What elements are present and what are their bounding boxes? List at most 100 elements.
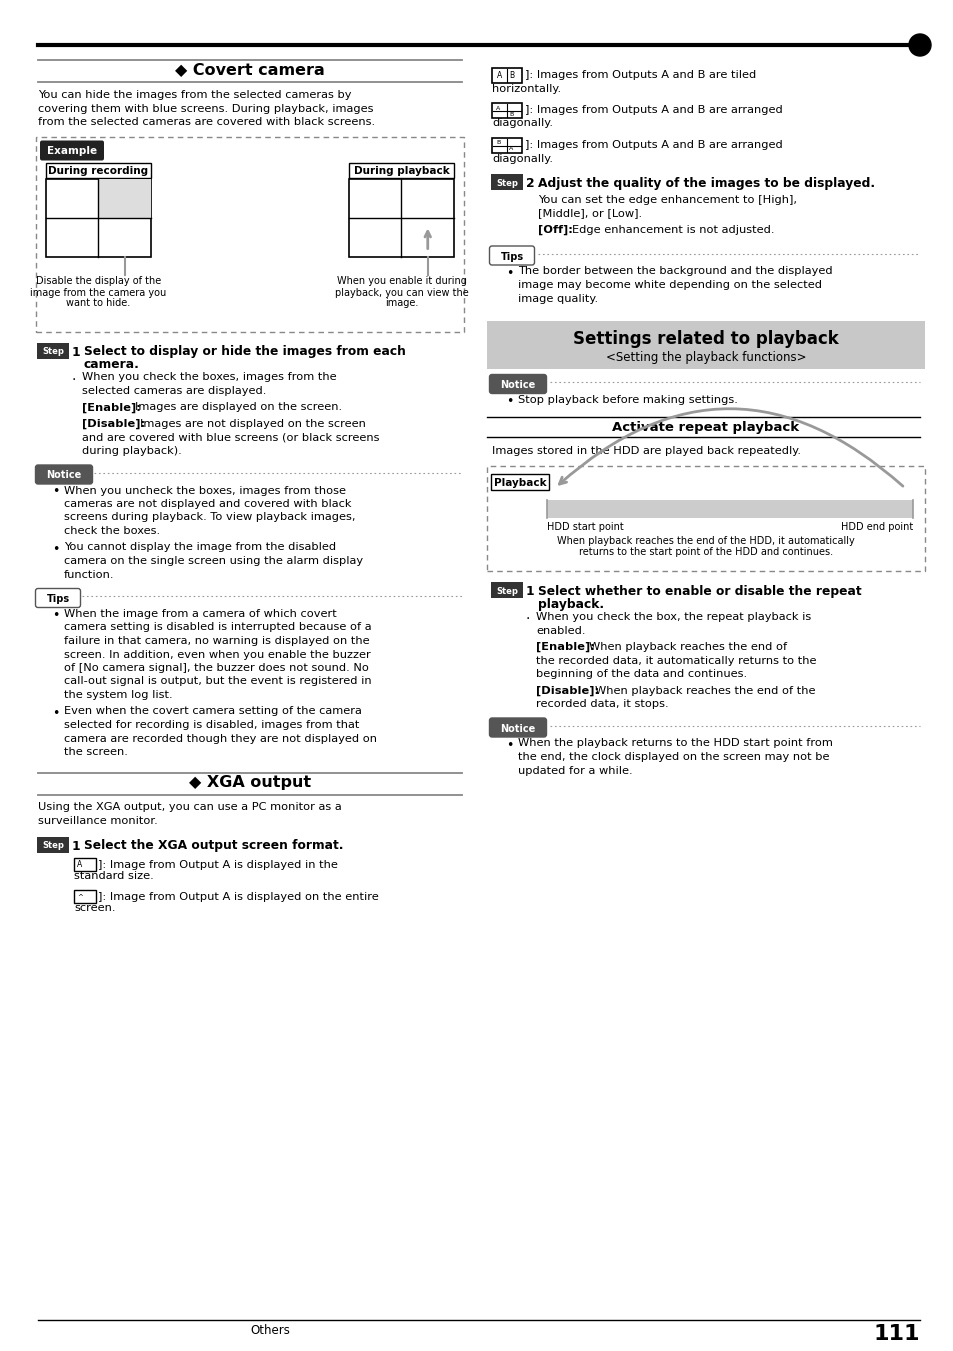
Text: selected cameras are displayed.: selected cameras are displayed.: [82, 386, 266, 396]
Text: 1: 1: [71, 346, 81, 358]
Text: [Enable]:: [Enable]:: [82, 403, 141, 413]
Text: Disable the display of the: Disable the display of the: [36, 277, 161, 286]
FancyBboxPatch shape: [492, 103, 521, 118]
Text: Step: Step: [496, 586, 517, 596]
Text: •: •: [52, 485, 60, 499]
FancyBboxPatch shape: [486, 322, 924, 369]
Text: ·: ·: [71, 373, 76, 386]
Text: When the image from a camera of which covert: When the image from a camera of which co…: [64, 609, 336, 619]
Text: When you uncheck the boxes, images from those: When you uncheck the boxes, images from …: [64, 485, 346, 496]
Text: Settings related to playback: Settings related to playback: [573, 330, 838, 349]
Text: Select whether to enable or disable the repeat: Select whether to enable or disable the …: [537, 585, 861, 598]
FancyBboxPatch shape: [36, 136, 463, 331]
Text: [Disable]:: [Disable]:: [536, 685, 598, 696]
Text: HDD start point: HDD start point: [546, 521, 623, 532]
Text: You can set the edge enhancement to [High],: You can set the edge enhancement to [Hig…: [537, 195, 796, 205]
Text: B: B: [496, 141, 499, 146]
Text: Step: Step: [496, 178, 517, 188]
FancyBboxPatch shape: [35, 589, 80, 608]
Circle shape: [908, 34, 930, 55]
Text: the end, the clock displayed on the screen may not be: the end, the clock displayed on the scre…: [517, 753, 828, 762]
FancyBboxPatch shape: [40, 141, 104, 161]
FancyBboxPatch shape: [349, 162, 454, 177]
Text: image.: image.: [384, 299, 417, 308]
Text: A: A: [509, 146, 513, 151]
Text: Example: Example: [47, 146, 97, 157]
Text: ]: Images from Outputs A and B are arranged: ]: Images from Outputs A and B are arran…: [524, 141, 781, 150]
Text: camera on the single screen using the alarm display: camera on the single screen using the al…: [64, 557, 363, 566]
Text: image may become white depending on the selected: image may become white depending on the …: [517, 280, 821, 290]
Text: cameras are not displayed and covered with black: cameras are not displayed and covered wi…: [64, 499, 351, 509]
Text: Using the XGA output, you can use a PC monitor as a: Using the XGA output, you can use a PC m…: [38, 802, 341, 812]
Text: Step: Step: [42, 842, 64, 850]
Text: enabled.: enabled.: [536, 626, 585, 635]
Text: When you enable it during: When you enable it during: [336, 277, 466, 286]
Text: Others: Others: [250, 1324, 290, 1337]
Text: of [No camera signal], the buzzer does not sound. No: of [No camera signal], the buzzer does n…: [64, 663, 369, 673]
Text: Tips: Tips: [500, 251, 523, 262]
Text: screen. In addition, even when you enable the buzzer: screen. In addition, even when you enabl…: [64, 650, 371, 659]
Text: 2: 2: [525, 177, 534, 190]
Text: failure in that camera, no warning is displayed on the: failure in that camera, no warning is di…: [64, 636, 369, 646]
Text: •: •: [506, 739, 513, 751]
FancyBboxPatch shape: [546, 500, 912, 517]
Text: When playback reaches the end of: When playback reaches the end of: [588, 642, 786, 653]
FancyBboxPatch shape: [492, 68, 521, 82]
Text: •: •: [506, 266, 513, 280]
Text: image quality.: image quality.: [517, 293, 598, 304]
Text: [Middle], or [Low].: [Middle], or [Low].: [537, 208, 641, 219]
Text: When you check the boxes, images from the: When you check the boxes, images from th…: [82, 373, 336, 382]
Text: Adjust the quality of the images to be displayed.: Adjust the quality of the images to be d…: [537, 177, 874, 190]
Text: surveillance monitor.: surveillance monitor.: [38, 816, 157, 825]
FancyBboxPatch shape: [491, 474, 548, 490]
Text: Images stored in the HDD are played back repeatedly.: Images stored in the HDD are played back…: [492, 446, 801, 457]
Text: When the playback returns to the HDD start point from: When the playback returns to the HDD sta…: [517, 739, 832, 748]
Text: camera are recorded though they are not displayed on: camera are recorded though they are not …: [64, 734, 376, 743]
Text: Notice: Notice: [500, 380, 535, 390]
Text: 111: 111: [873, 1324, 919, 1344]
Text: image from the camera you: image from the camera you: [30, 288, 167, 297]
Text: HDD end point: HDD end point: [840, 521, 912, 532]
Text: Stop playback before making settings.: Stop playback before making settings.: [517, 394, 737, 405]
Text: During recording: During recording: [49, 166, 149, 176]
Text: During playback: During playback: [354, 166, 449, 176]
Text: diagonally.: diagonally.: [492, 119, 553, 128]
Text: beginning of the data and continues.: beginning of the data and continues.: [536, 669, 746, 680]
Text: ^: ^: [77, 893, 83, 900]
Text: B: B: [509, 112, 513, 116]
Text: standard size.: standard size.: [74, 871, 153, 881]
FancyBboxPatch shape: [491, 174, 522, 190]
FancyBboxPatch shape: [492, 138, 521, 153]
FancyBboxPatch shape: [349, 178, 454, 257]
Text: updated for a while.: updated for a while.: [517, 766, 632, 775]
Text: [Disable]:: [Disable]:: [82, 419, 145, 430]
Text: from the selected cameras are covered with black screens.: from the selected cameras are covered wi…: [38, 118, 375, 127]
Text: screens during playback. To view playback images,: screens during playback. To view playbac…: [64, 512, 355, 523]
FancyBboxPatch shape: [98, 178, 151, 218]
Text: A: A: [497, 72, 501, 81]
Text: 1: 1: [525, 585, 534, 598]
FancyBboxPatch shape: [489, 246, 534, 265]
FancyBboxPatch shape: [37, 836, 69, 852]
Text: When playback reaches the end of the HDD, it automatically: When playback reaches the end of the HDD…: [557, 536, 854, 546]
Text: [Off]:: [Off]:: [537, 226, 572, 235]
Text: playback.: playback.: [537, 598, 603, 611]
FancyBboxPatch shape: [74, 889, 96, 902]
Text: recorded data, it stops.: recorded data, it stops.: [536, 698, 668, 709]
Text: want to hide.: want to hide.: [67, 299, 131, 308]
FancyBboxPatch shape: [489, 717, 546, 738]
Text: Activate repeat playback: Activate repeat playback: [612, 422, 799, 435]
Text: horizontally.: horizontally.: [492, 84, 560, 93]
FancyBboxPatch shape: [35, 465, 92, 484]
FancyBboxPatch shape: [486, 466, 924, 571]
Text: selected for recording is disabled, images from that: selected for recording is disabled, imag…: [64, 720, 359, 730]
Text: function.: function.: [64, 570, 114, 580]
Text: call-out signal is output, but the event is registered in: call-out signal is output, but the event…: [64, 677, 372, 686]
Text: •: •: [52, 707, 60, 720]
Text: covering them with blue screens. During playback, images: covering them with blue screens. During …: [38, 104, 374, 113]
Text: ·: ·: [525, 612, 530, 626]
Text: 1: 1: [71, 839, 81, 852]
Text: You cannot display the image from the disabled: You cannot display the image from the di…: [64, 543, 335, 553]
Text: screen.: screen.: [74, 902, 115, 913]
Text: camera.: camera.: [84, 358, 140, 372]
